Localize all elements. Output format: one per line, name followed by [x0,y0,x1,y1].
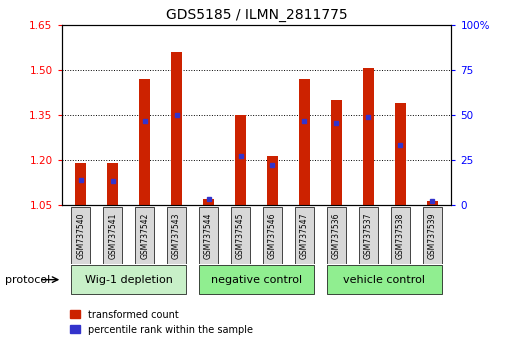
Bar [231,207,250,264]
Text: protocol: protocol [5,275,50,285]
Bar [139,79,150,205]
Bar [71,266,186,294]
Bar [203,199,214,205]
Text: GSM737538: GSM737538 [396,212,405,259]
Text: GSM737537: GSM737537 [364,212,373,259]
Text: GSM737536: GSM737536 [332,212,341,259]
Text: GSM737542: GSM737542 [140,212,149,259]
Text: GSM737540: GSM737540 [76,212,85,259]
Bar [327,266,442,294]
Bar [327,207,346,264]
Bar [167,207,186,264]
Text: GSM737547: GSM737547 [300,212,309,259]
Text: GSM737541: GSM737541 [108,212,117,259]
Text: Wig-1 depletion: Wig-1 depletion [85,275,172,285]
Bar [391,207,410,264]
Bar [107,163,119,205]
Bar [135,207,154,264]
Bar [427,201,438,205]
Text: GSM737546: GSM737546 [268,212,277,259]
Bar [394,103,406,205]
Bar [235,115,246,205]
Title: GDS5185 / ILMN_2811775: GDS5185 / ILMN_2811775 [166,8,347,22]
Text: GSM737545: GSM737545 [236,212,245,259]
Text: negative control: negative control [211,275,302,285]
Bar [263,207,282,264]
Bar [299,79,310,205]
Bar [75,163,86,205]
Text: vehicle control: vehicle control [343,275,425,285]
Bar [295,207,314,264]
Bar [71,207,90,264]
Bar [171,52,182,205]
Bar [103,207,122,264]
Bar [331,100,342,205]
Bar [267,156,278,205]
Bar [199,207,218,264]
Bar [363,68,374,205]
Bar [199,266,314,294]
Bar [423,207,442,264]
Text: GSM737543: GSM737543 [172,212,181,259]
Text: GSM737544: GSM737544 [204,212,213,259]
Legend: transformed count, percentile rank within the sample: transformed count, percentile rank withi… [66,306,256,338]
Bar [359,207,378,264]
Text: GSM737539: GSM737539 [428,212,437,259]
